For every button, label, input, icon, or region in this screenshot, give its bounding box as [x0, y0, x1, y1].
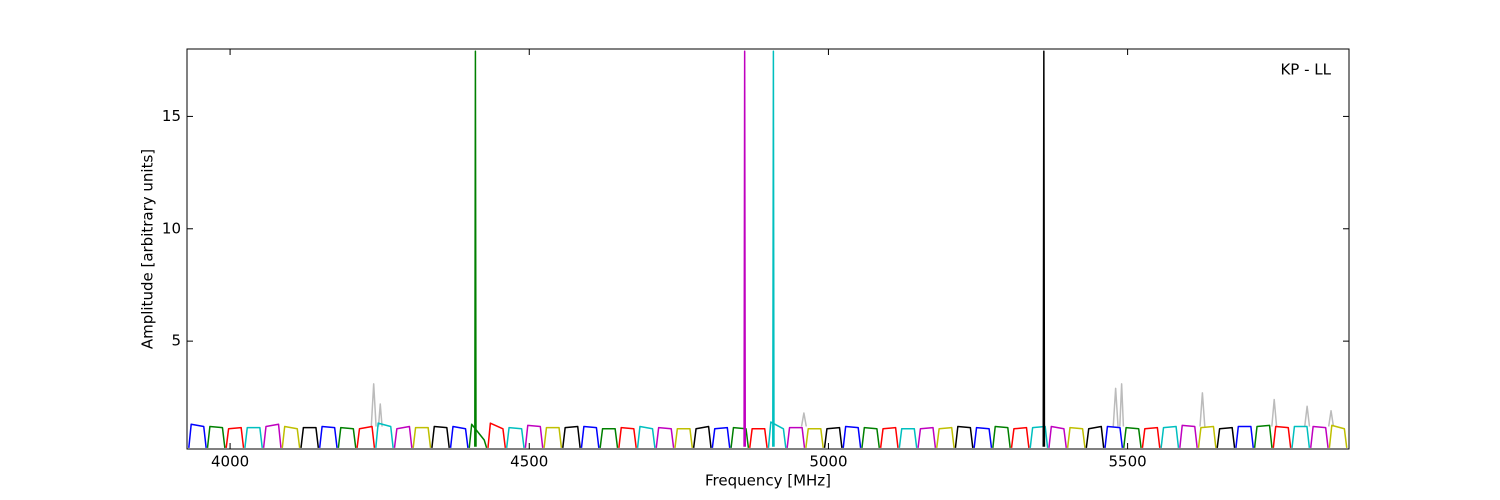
series-line	[262, 423, 1329, 448]
x-tick-label: 5500	[1109, 453, 1147, 471]
series-line	[772, 50, 775, 447]
series-line	[1042, 50, 1046, 447]
x-axis-label: Frequency [MHz]	[705, 472, 831, 490]
series-line	[225, 422, 1292, 448]
y-tick-label: 15	[162, 107, 181, 125]
x-tick-label: 5000	[809, 453, 847, 471]
x-tick-label: 4000	[211, 453, 249, 471]
annotation: KP - LL	[1280, 61, 1331, 79]
series-line	[370, 383, 1335, 427]
series-line	[281, 424, 1348, 448]
plot-frame	[186, 48, 1350, 450]
y-axis-label: Amplitude [arbitrary units]	[139, 149, 157, 349]
series-line	[300, 425, 1236, 448]
x-tick-label: 4500	[510, 453, 548, 471]
series-line	[474, 50, 477, 447]
series-line	[206, 423, 1273, 449]
series-line	[743, 50, 747, 447]
series-line	[244, 421, 1311, 448]
series-line	[188, 423, 1255, 448]
y-tick-label: 5	[171, 332, 181, 350]
y-tick-label: 10	[162, 219, 181, 237]
